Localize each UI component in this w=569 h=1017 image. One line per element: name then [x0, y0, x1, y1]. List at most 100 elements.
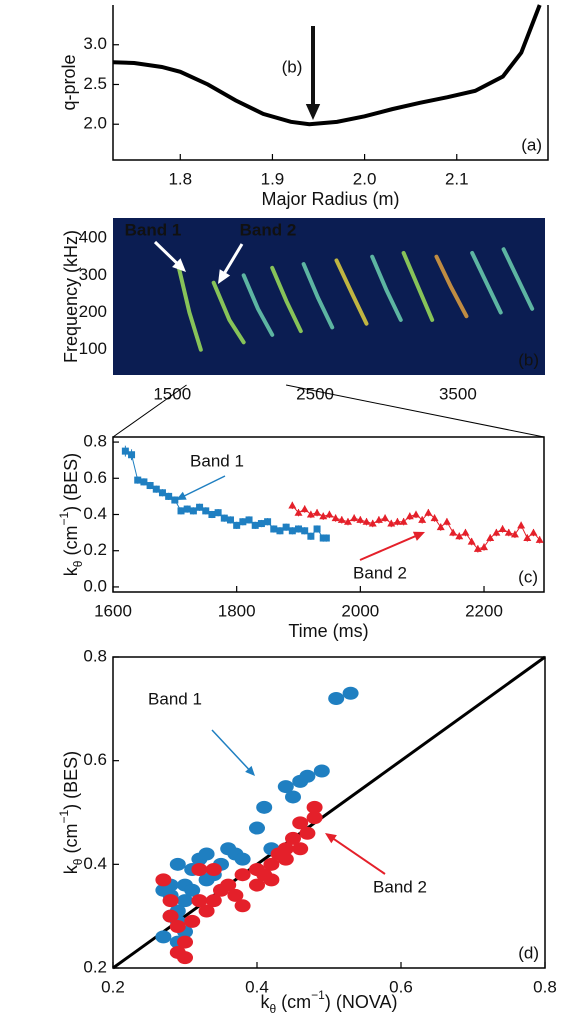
x-tick-label: 2.1 [445, 169, 469, 188]
annotation: Band 2 [353, 563, 407, 582]
x-tick-label: 0.4 [245, 977, 269, 996]
data-point [184, 914, 201, 928]
annotation: Band 1 [190, 451, 244, 470]
data-point [198, 904, 215, 918]
data-point [270, 525, 278, 533]
mode-streak [334, 258, 369, 326]
data-point [256, 800, 273, 814]
annotation-arrowhead [172, 258, 186, 272]
panel-label: (b) [518, 350, 539, 369]
data-point [183, 505, 191, 513]
data-point [288, 501, 297, 509]
data-point [442, 517, 451, 525]
y-axis-label: Frequency (kHz) [61, 230, 81, 363]
annotation-arrow [221, 243, 244, 277]
annotation: Band 1 [125, 220, 182, 239]
axes-frame [112, 656, 546, 969]
data-point [245, 516, 253, 524]
data-point [342, 686, 359, 700]
data-point [387, 519, 396, 527]
data-point [177, 935, 193, 949]
x-tick-label: 0.6 [389, 977, 413, 996]
data-point [128, 451, 136, 459]
mode-streak [434, 254, 469, 319]
data-point [529, 528, 538, 536]
axis-label: kθ (cm−1) (BES) [57, 453, 85, 576]
data-point [257, 520, 265, 528]
data-point [322, 534, 330, 542]
y-tick-label: 100 [79, 339, 107, 358]
y-tick-label: 0.4 [83, 504, 107, 523]
axis-label: kθ (cm−1) (BES) [57, 751, 85, 874]
data-point [234, 899, 251, 913]
data-point [264, 518, 272, 526]
data-point [171, 496, 179, 504]
data-point [374, 515, 383, 523]
data-point [328, 691, 345, 705]
data-point [205, 863, 222, 877]
x-tick-label: 0.2 [101, 977, 125, 996]
data-point [368, 519, 377, 527]
y-tick-label: 2.5 [83, 74, 107, 93]
data-point [276, 527, 284, 535]
data-point [350, 514, 359, 522]
data-point [277, 780, 294, 794]
y-tick-label: 3.0 [83, 34, 107, 53]
y-tick-label: 0.2 [83, 957, 107, 976]
axis-label-part: ) (BES) [61, 453, 81, 512]
axis-label-part: −1 [57, 512, 71, 526]
data-point [198, 847, 215, 861]
data-point [234, 852, 251, 866]
data-point [455, 532, 464, 540]
data-point [306, 510, 315, 518]
data-point [288, 527, 296, 535]
data-point [263, 873, 280, 887]
x-tick-label: 1800 [218, 601, 256, 620]
x-tick-label: 1.8 [168, 169, 192, 188]
data-point [313, 764, 330, 778]
data-point [169, 920, 186, 934]
data-point [140, 478, 148, 486]
data-point [301, 527, 309, 535]
annotation: Band 1 [148, 689, 202, 708]
panel-label: (d) [518, 943, 539, 962]
data-point [158, 489, 166, 497]
x-tick-label: 2200 [465, 601, 503, 620]
data-point [196, 503, 204, 511]
data-point [155, 930, 172, 944]
data-point [220, 514, 228, 522]
data-point [424, 508, 433, 516]
annotation: Band 2 [240, 220, 297, 239]
axis-label-part: −1 [311, 988, 325, 1002]
axis-label-part: θ [71, 560, 85, 567]
data-point [492, 528, 501, 536]
data-point [343, 517, 352, 525]
data-point [510, 530, 519, 538]
data-point [220, 878, 237, 892]
data-point [295, 525, 303, 533]
axis-label-part: ) (NOVA) [325, 992, 398, 1012]
data-point [121, 447, 129, 455]
data-point [134, 476, 142, 484]
mode-streak [270, 265, 303, 334]
data-point [436, 523, 445, 531]
zoom-line [285, 384, 545, 438]
mode-streak [301, 262, 335, 330]
data-point [165, 492, 173, 500]
data-point [239, 518, 247, 526]
axis-label-part: k [61, 566, 81, 576]
data-point [535, 535, 544, 543]
data-point [162, 909, 179, 923]
axis-label-part: (cm [276, 992, 311, 1012]
data-point [198, 873, 215, 887]
data-point [177, 951, 193, 965]
data-point [381, 514, 390, 522]
data-point [523, 534, 532, 542]
annotation-arrowhead [245, 765, 255, 776]
data-point [307, 532, 315, 540]
axis-label-part: k [260, 992, 270, 1012]
axis-label-part: θ [71, 858, 85, 865]
annotation-arrow [153, 240, 181, 267]
mode-streak [175, 262, 203, 352]
data-point [226, 516, 234, 524]
